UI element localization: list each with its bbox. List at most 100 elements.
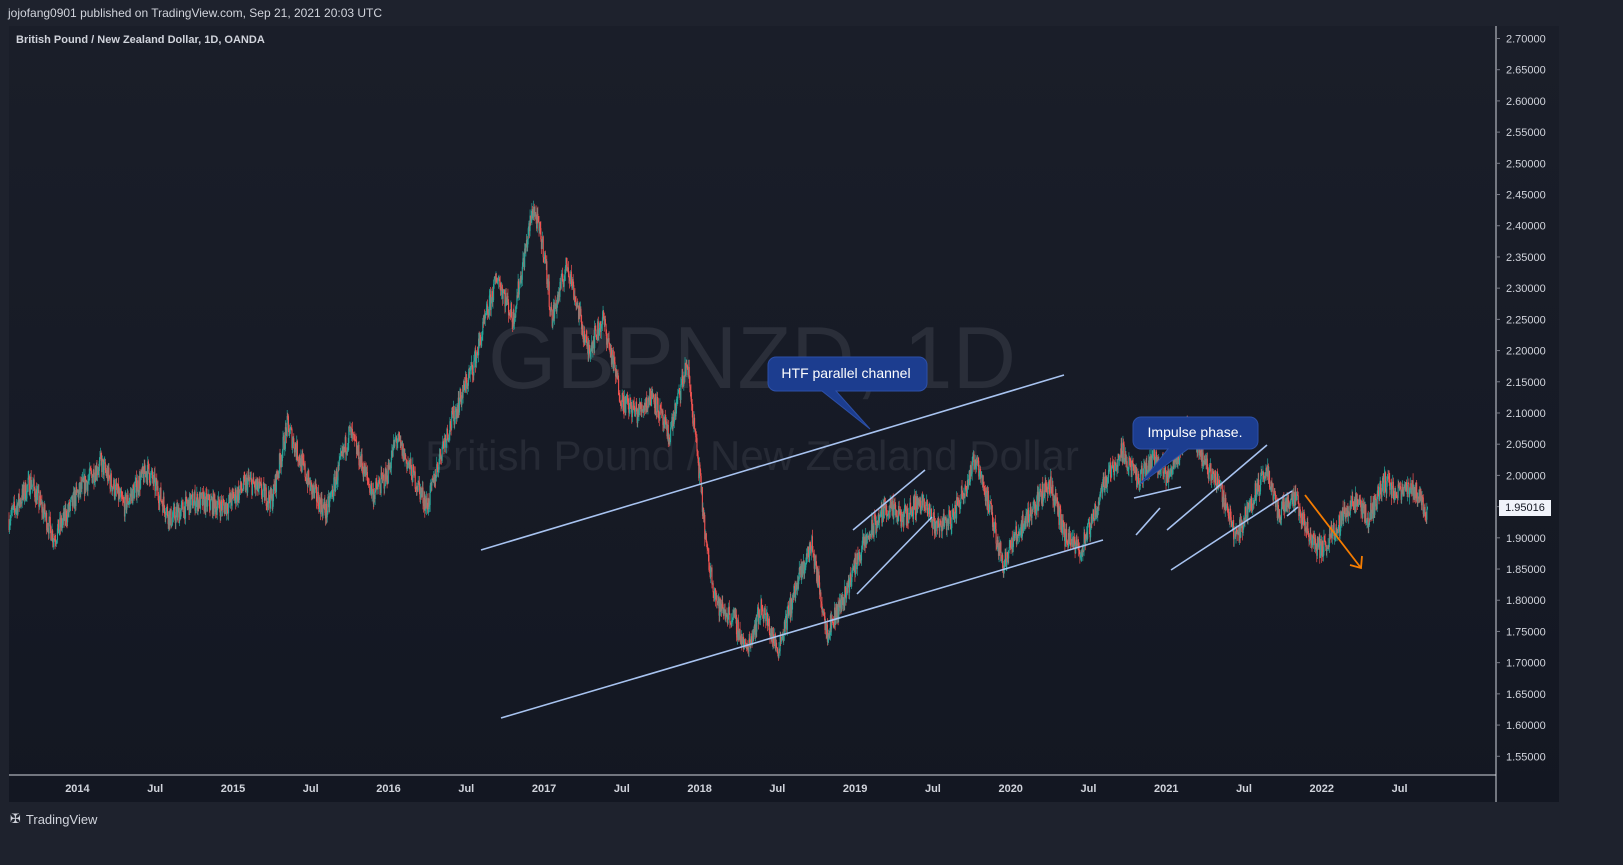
tradingview-logo-icon[interactable]: ✠ [10, 811, 21, 826]
candle-body [1029, 507, 1031, 515]
candle-body [199, 493, 201, 509]
callout-htf-channel[interactable]: HTF parallel channel [767, 356, 928, 430]
candle-body [1148, 460, 1150, 471]
candle-body [1093, 518, 1095, 521]
candle-body [288, 424, 290, 436]
candle-body [854, 559, 856, 575]
candle-body [22, 484, 24, 496]
candle-body [193, 499, 195, 506]
flag3-line[interactable] [1286, 506, 1299, 517]
footer[interactable]: ✠ TradingView [0, 802, 1568, 836]
candle-body [838, 599, 840, 607]
candle-body [248, 475, 250, 480]
candle-body [1326, 547, 1329, 549]
candle-body [351, 429, 353, 435]
candle-body [956, 497, 958, 501]
candle-body [1059, 507, 1061, 510]
candle-body [688, 367, 690, 376]
candle-body [773, 643, 775, 645]
candle-body [189, 493, 191, 510]
chart-svg[interactable]: GBPNZD, 1D British Pound / New Zealand D… [0, 0, 1568, 836]
candle-body [598, 335, 600, 336]
candle-body [465, 377, 467, 381]
flag1-upper-line[interactable] [852, 469, 926, 531]
candle-body [869, 534, 871, 538]
drawings [480, 374, 1299, 719]
candle-body [172, 507, 175, 518]
candle-body [681, 375, 683, 385]
candle-body [1258, 485, 1260, 496]
flag1-lower-line[interactable] [856, 516, 933, 595]
candle-body [122, 499, 124, 502]
candle-body [490, 294, 492, 311]
channel-upper-line[interactable] [480, 374, 1065, 551]
candle-body [1277, 505, 1279, 519]
candle-body [679, 388, 681, 396]
candle-body [357, 448, 359, 456]
channel-lower-line[interactable] [500, 539, 1104, 719]
candle-body [1325, 541, 1327, 547]
footer-brand[interactable]: TradingView [25, 811, 98, 827]
candle-body [780, 639, 782, 642]
candle-body [1164, 467, 1166, 471]
candle-body [193, 491, 196, 500]
candle-body [1310, 540, 1312, 544]
candle-body [1302, 522, 1304, 525]
candle-body [966, 480, 968, 494]
callout-impulse[interactable]: Impulse phase. [1132, 416, 1259, 485]
candle-body [162, 496, 164, 513]
candle-body [1021, 514, 1023, 537]
candle-body [1109, 462, 1111, 469]
candle-body [1126, 461, 1128, 470]
flag2-upper-line[interactable] [1133, 486, 1182, 499]
candle-body [418, 482, 420, 487]
candle-body [1246, 506, 1248, 517]
channel3-lower-line[interactable] [1170, 490, 1293, 571]
candle-body [1102, 476, 1104, 487]
candle-body [605, 324, 607, 334]
candle-body [889, 510, 891, 513]
candle-body [1095, 514, 1097, 518]
candle-body [950, 518, 952, 530]
candle-body [414, 471, 416, 476]
candle-body [1037, 491, 1039, 511]
candle-body [347, 447, 349, 452]
candle-body [694, 429, 696, 432]
channel3-upper-line[interactable] [1166, 444, 1268, 531]
candle-body [451, 411, 453, 429]
candle-body [622, 393, 624, 396]
candle-body [99, 457, 101, 461]
candle-body [525, 244, 527, 253]
candle-body [574, 295, 576, 297]
candle-body [970, 465, 972, 476]
candle-body [464, 377, 467, 392]
candle-body [1127, 469, 1129, 471]
candle-body [570, 271, 572, 283]
candle-body [796, 582, 799, 590]
candle-body [147, 461, 149, 464]
candle-body [1088, 522, 1090, 527]
candle-body [581, 325, 583, 330]
candle-body [737, 619, 739, 638]
bearish-arrow[interactable] [1304, 494, 1363, 570]
candle-body [1395, 492, 1397, 497]
candle-body [408, 462, 410, 465]
candle-body [532, 213, 534, 219]
candle-body [547, 279, 549, 288]
candle-body [906, 508, 908, 526]
candle-body [209, 506, 211, 510]
candle-body [531, 209, 534, 219]
candle-body [30, 476, 32, 489]
chart-area[interactable] [9, 26, 1559, 802]
candle-body [1050, 476, 1052, 489]
candle-body [73, 491, 75, 509]
candle-body [976, 461, 978, 463]
flag2-lower-line[interactable] [1135, 507, 1161, 536]
candle-body [1380, 480, 1382, 495]
candle-body [163, 496, 165, 506]
candle-body [792, 595, 794, 598]
candle-body [601, 324, 603, 326]
candle-body [481, 337, 483, 347]
candle-body [848, 579, 850, 593]
candle-body [1052, 484, 1054, 501]
